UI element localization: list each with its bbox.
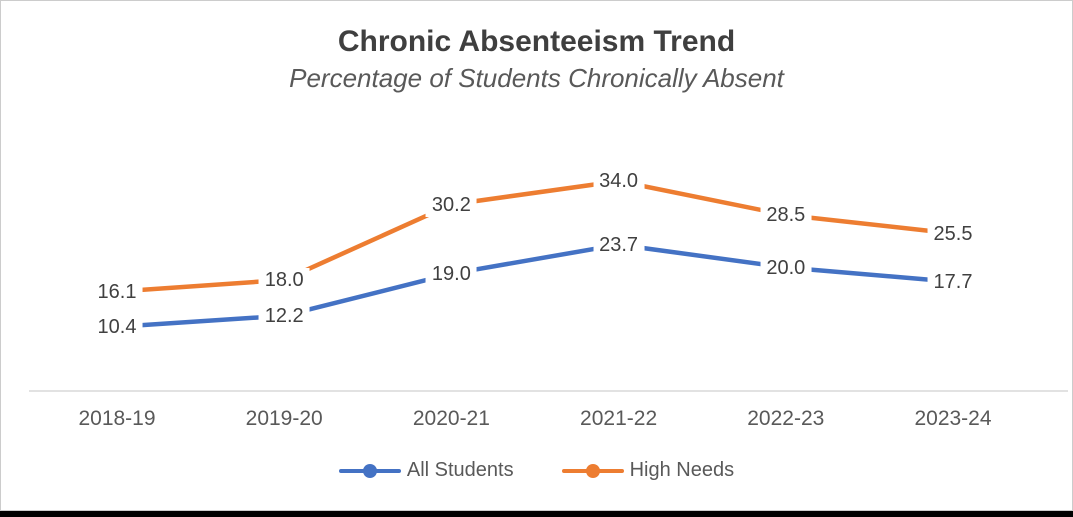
data-label-high-needs-2023-24: 25.5	[927, 221, 979, 246]
chart-title: Chronic Absenteeism Trend	[337, 25, 736, 58]
chart-subtitle: Percentage of Students Chronically Absen…	[289, 63, 784, 93]
data-label-all-students-2018-19: 10.4	[91, 314, 143, 339]
data-label-all-students-2020-21: 19.0	[425, 261, 477, 286]
legend-item-all-students: All Students	[338, 459, 514, 482]
legend-item-high-needs: High Needs	[561, 459, 735, 482]
data-label-high-needs-2018-19: 16.1	[91, 279, 143, 304]
legend-label-all-students: All Students	[406, 459, 514, 481]
data-label-all-students-2022-23: 20.0	[760, 255, 812, 280]
x-axis-label-2021-22: 2021-22	[580, 407, 658, 430]
legend-line-marker-icon	[561, 463, 624, 478]
data-label-high-needs-2021-22: 34.0	[593, 169, 645, 194]
data-label-all-students-2021-22: 23.7	[593, 232, 645, 257]
legend-line-marker-icon	[338, 463, 401, 478]
legend: All Students High Needs	[1, 459, 1072, 482]
bottom-bar	[0, 511, 1073, 517]
x-axis-label-2023-24: 2023-24	[914, 407, 992, 430]
data-label-all-students-2019-20: 12.2	[258, 303, 310, 328]
x-axis-label-2020-21: 2020-21	[412, 407, 490, 430]
title-block: Chronic Absenteeism Trend Percentage of …	[1, 23, 1072, 95]
legend-label-high-needs: High Needs	[629, 459, 735, 481]
series-line-high-needs	[116, 178, 954, 294]
data-label-high-needs-2020-21: 30.2	[425, 192, 477, 217]
series-line-all-students	[116, 242, 954, 330]
x-axis-label-2019-20: 2019-20	[245, 407, 323, 430]
data-label-high-needs-2019-20: 18.0	[258, 267, 310, 292]
x-axis-label-2022-23: 2022-23	[747, 407, 825, 430]
data-label-all-students-2023-24: 17.7	[927, 269, 979, 294]
data-label-high-needs-2022-23: 28.5	[760, 203, 812, 227]
x-axis-label-2018-19: 2018-19	[78, 407, 156, 430]
